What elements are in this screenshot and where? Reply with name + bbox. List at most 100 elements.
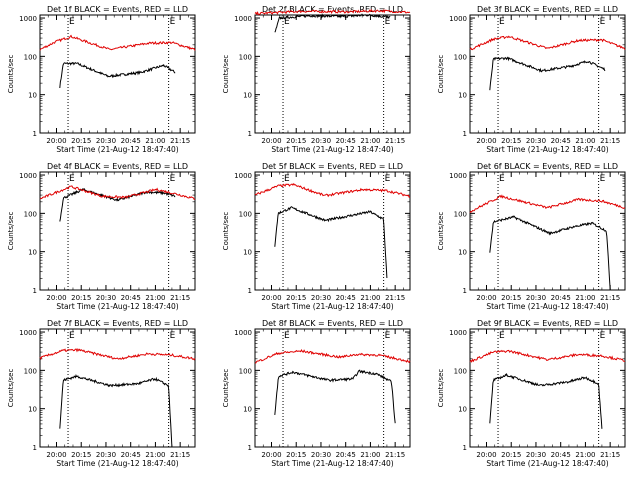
event-marker-label: E [499, 174, 505, 184]
x-axis-label: Start Time (21-Aug-12 18:47:40) [486, 459, 608, 468]
event-marker-label: E [69, 17, 75, 27]
y-tick-label: 1000 [234, 172, 252, 180]
x-tick-label: 20:45 [551, 294, 571, 302]
x-tick-label: 20:00 [261, 451, 281, 459]
x-tick-label: 20:00 [46, 294, 66, 302]
x-tick-label: 20:15 [71, 294, 91, 302]
event-marker-label: E [499, 17, 505, 27]
y-tick-label: 1 [248, 444, 252, 452]
x-tick-label: 21:15 [170, 294, 190, 302]
y-axis-label: Counts/sec [7, 55, 15, 94]
panel-det-8: Det 8f BLACK = Events, RED = LLD 1 10 100 10… [222, 319, 411, 468]
y-tick-label: 1000 [19, 329, 37, 337]
event-marker-label: E [69, 331, 75, 341]
series-events-line [274, 206, 388, 279]
panel-title: Det 5f BLACK = Events, RED = LLD [262, 162, 403, 171]
y-tick-label: 10 [243, 92, 252, 100]
x-tick-label: 20:30 [96, 137, 116, 145]
y-tick-label: 10 [28, 249, 37, 257]
series-lld-line [469, 349, 626, 363]
x-tick-label: 21:15 [385, 451, 405, 459]
series-lld-line [39, 348, 196, 361]
plot-frame [39, 328, 196, 448]
event-marker-label: E [284, 174, 290, 184]
y-tick-label: 1 [33, 444, 37, 452]
y-tick-label: 100 [24, 367, 37, 375]
x-axis-label: Start Time (21-Aug-12 18:47:40) [56, 302, 178, 311]
x-tick-label: 20:15 [501, 451, 521, 459]
x-tick-label: 20:45 [121, 137, 141, 145]
series-lld-line [39, 185, 196, 200]
y-axis-label: Counts/sec [7, 212, 15, 251]
plot-frame [254, 328, 411, 448]
event-marker-label: E [284, 331, 290, 341]
y-axis-label: Counts/sec [7, 369, 15, 408]
x-axis-label: Start Time (21-Aug-12 18:47:40) [56, 459, 178, 468]
y-tick-label: 100 [454, 367, 467, 375]
x-tick-label: 20:00 [46, 451, 66, 459]
x-axis-label: Start Time (21-Aug-12 18:47:40) [486, 145, 608, 154]
x-tick-label: 21:15 [600, 294, 620, 302]
y-tick-label: 100 [24, 53, 37, 61]
x-tick-label: 21:00 [145, 451, 165, 459]
y-tick-label: 1000 [449, 172, 467, 180]
plot-frame [469, 328, 626, 448]
y-axis-label: Counts/sec [437, 212, 445, 251]
x-tick-label: 21:00 [360, 294, 380, 302]
plot-frame [39, 14, 196, 134]
plot-frame [254, 14, 411, 134]
y-tick-label: 100 [239, 367, 252, 375]
x-tick-label: 20:15 [286, 137, 306, 145]
series-lld-line [254, 348, 411, 364]
plot-frame [254, 171, 411, 291]
y-tick-label: 100 [454, 53, 467, 61]
panel-det-4: Det 4f BLACK = Events, RED = LLD 1 10 100 10… [7, 162, 196, 311]
series-events-line [59, 187, 176, 222]
panel-title: Det 9f BLACK = Events, RED = LLD [477, 319, 618, 328]
series-events-line [489, 56, 606, 91]
x-tick-label: 20:00 [476, 294, 496, 302]
x-tick-label: 21:15 [170, 451, 190, 459]
x-tick-label: 20:00 [261, 294, 281, 302]
y-tick-label: 1000 [449, 329, 467, 337]
panel-det-6: Det 6f BLACK = Events, RED = LLD 1 10 100 10… [437, 162, 626, 311]
x-tick-label: 20:00 [46, 137, 66, 145]
y-tick-label: 1 [33, 130, 37, 138]
y-tick-label: 1000 [234, 329, 252, 337]
x-tick-label: 20:30 [311, 294, 331, 302]
x-tick-label: 20:15 [286, 451, 306, 459]
event-marker-label: E [385, 331, 391, 341]
event-marker-label: E [385, 174, 391, 184]
series-events-line [274, 13, 391, 33]
x-tick-label: 20:30 [96, 294, 116, 302]
x-tick-label: 20:30 [526, 451, 546, 459]
plot-frame [469, 14, 626, 134]
x-tick-label: 21:00 [575, 137, 595, 145]
y-tick-label: 10 [458, 92, 467, 100]
x-tick-label: 21:00 [360, 137, 380, 145]
event-marker-label: E [284, 17, 290, 27]
x-tick-label: 21:15 [600, 451, 620, 459]
plot-frame [39, 171, 196, 291]
x-axis-label: Start Time (21-Aug-12 18:47:40) [56, 145, 178, 154]
y-tick-label: 1000 [19, 15, 37, 23]
x-tick-label: 20:15 [501, 137, 521, 145]
y-tick-label: 1 [248, 287, 252, 295]
panel-title: Det 1f BLACK = Events, RED = LLD [47, 5, 188, 14]
event-marker-label: E [600, 174, 606, 184]
y-axis-label: Counts/sec [222, 369, 230, 408]
event-marker-label: E [600, 17, 606, 27]
series-events-line [59, 61, 176, 89]
y-axis-label: Counts/sec [437, 369, 445, 408]
x-tick-label: 20:15 [286, 294, 306, 302]
panel-title: Det 8f BLACK = Events, RED = LLD [262, 319, 403, 328]
x-tick-label: 21:00 [360, 451, 380, 459]
y-tick-label: 1 [248, 130, 252, 138]
x-axis-label: Start Time (21-Aug-12 18:47:40) [271, 459, 393, 468]
series-events-line [489, 372, 603, 429]
y-tick-label: 10 [28, 92, 37, 100]
event-marker-label: E [170, 17, 176, 27]
x-tick-label: 20:45 [121, 294, 141, 302]
series-events-line [59, 374, 173, 448]
panel-title: Det 7f BLACK = Events, RED = LLD [47, 319, 188, 328]
